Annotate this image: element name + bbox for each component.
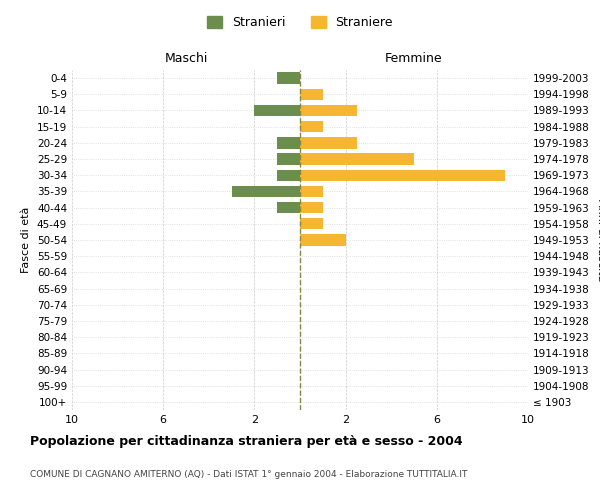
Bar [277,154,300,164]
Bar [300,202,323,213]
Bar [300,105,357,116]
Text: Maschi: Maschi [164,52,208,65]
Bar [300,121,323,132]
Bar [277,137,300,148]
Bar [300,218,323,230]
Bar [300,88,323,100]
Text: Popolazione per cittadinanza straniera per età e sesso - 2004: Popolazione per cittadinanza straniera p… [30,435,463,448]
Bar [300,170,505,181]
Text: COMUNE DI CAGNANO AMITERNO (AQ) - Dati ISTAT 1° gennaio 2004 - Elaborazione TUTT: COMUNE DI CAGNANO AMITERNO (AQ) - Dati I… [30,470,467,479]
Legend: Stranieri, Straniere: Stranieri, Straniere [202,11,398,34]
Bar [254,105,300,116]
Y-axis label: Fasce di età: Fasce di età [22,207,31,273]
Bar [300,137,357,148]
Bar [277,170,300,181]
Bar [300,154,414,164]
Text: Femmine: Femmine [385,52,443,65]
Bar [300,234,346,246]
Bar [300,186,323,197]
Bar [277,202,300,213]
Y-axis label: Anni di nascita: Anni di nascita [596,198,600,281]
Bar [277,72,300,84]
Bar [232,186,300,197]
